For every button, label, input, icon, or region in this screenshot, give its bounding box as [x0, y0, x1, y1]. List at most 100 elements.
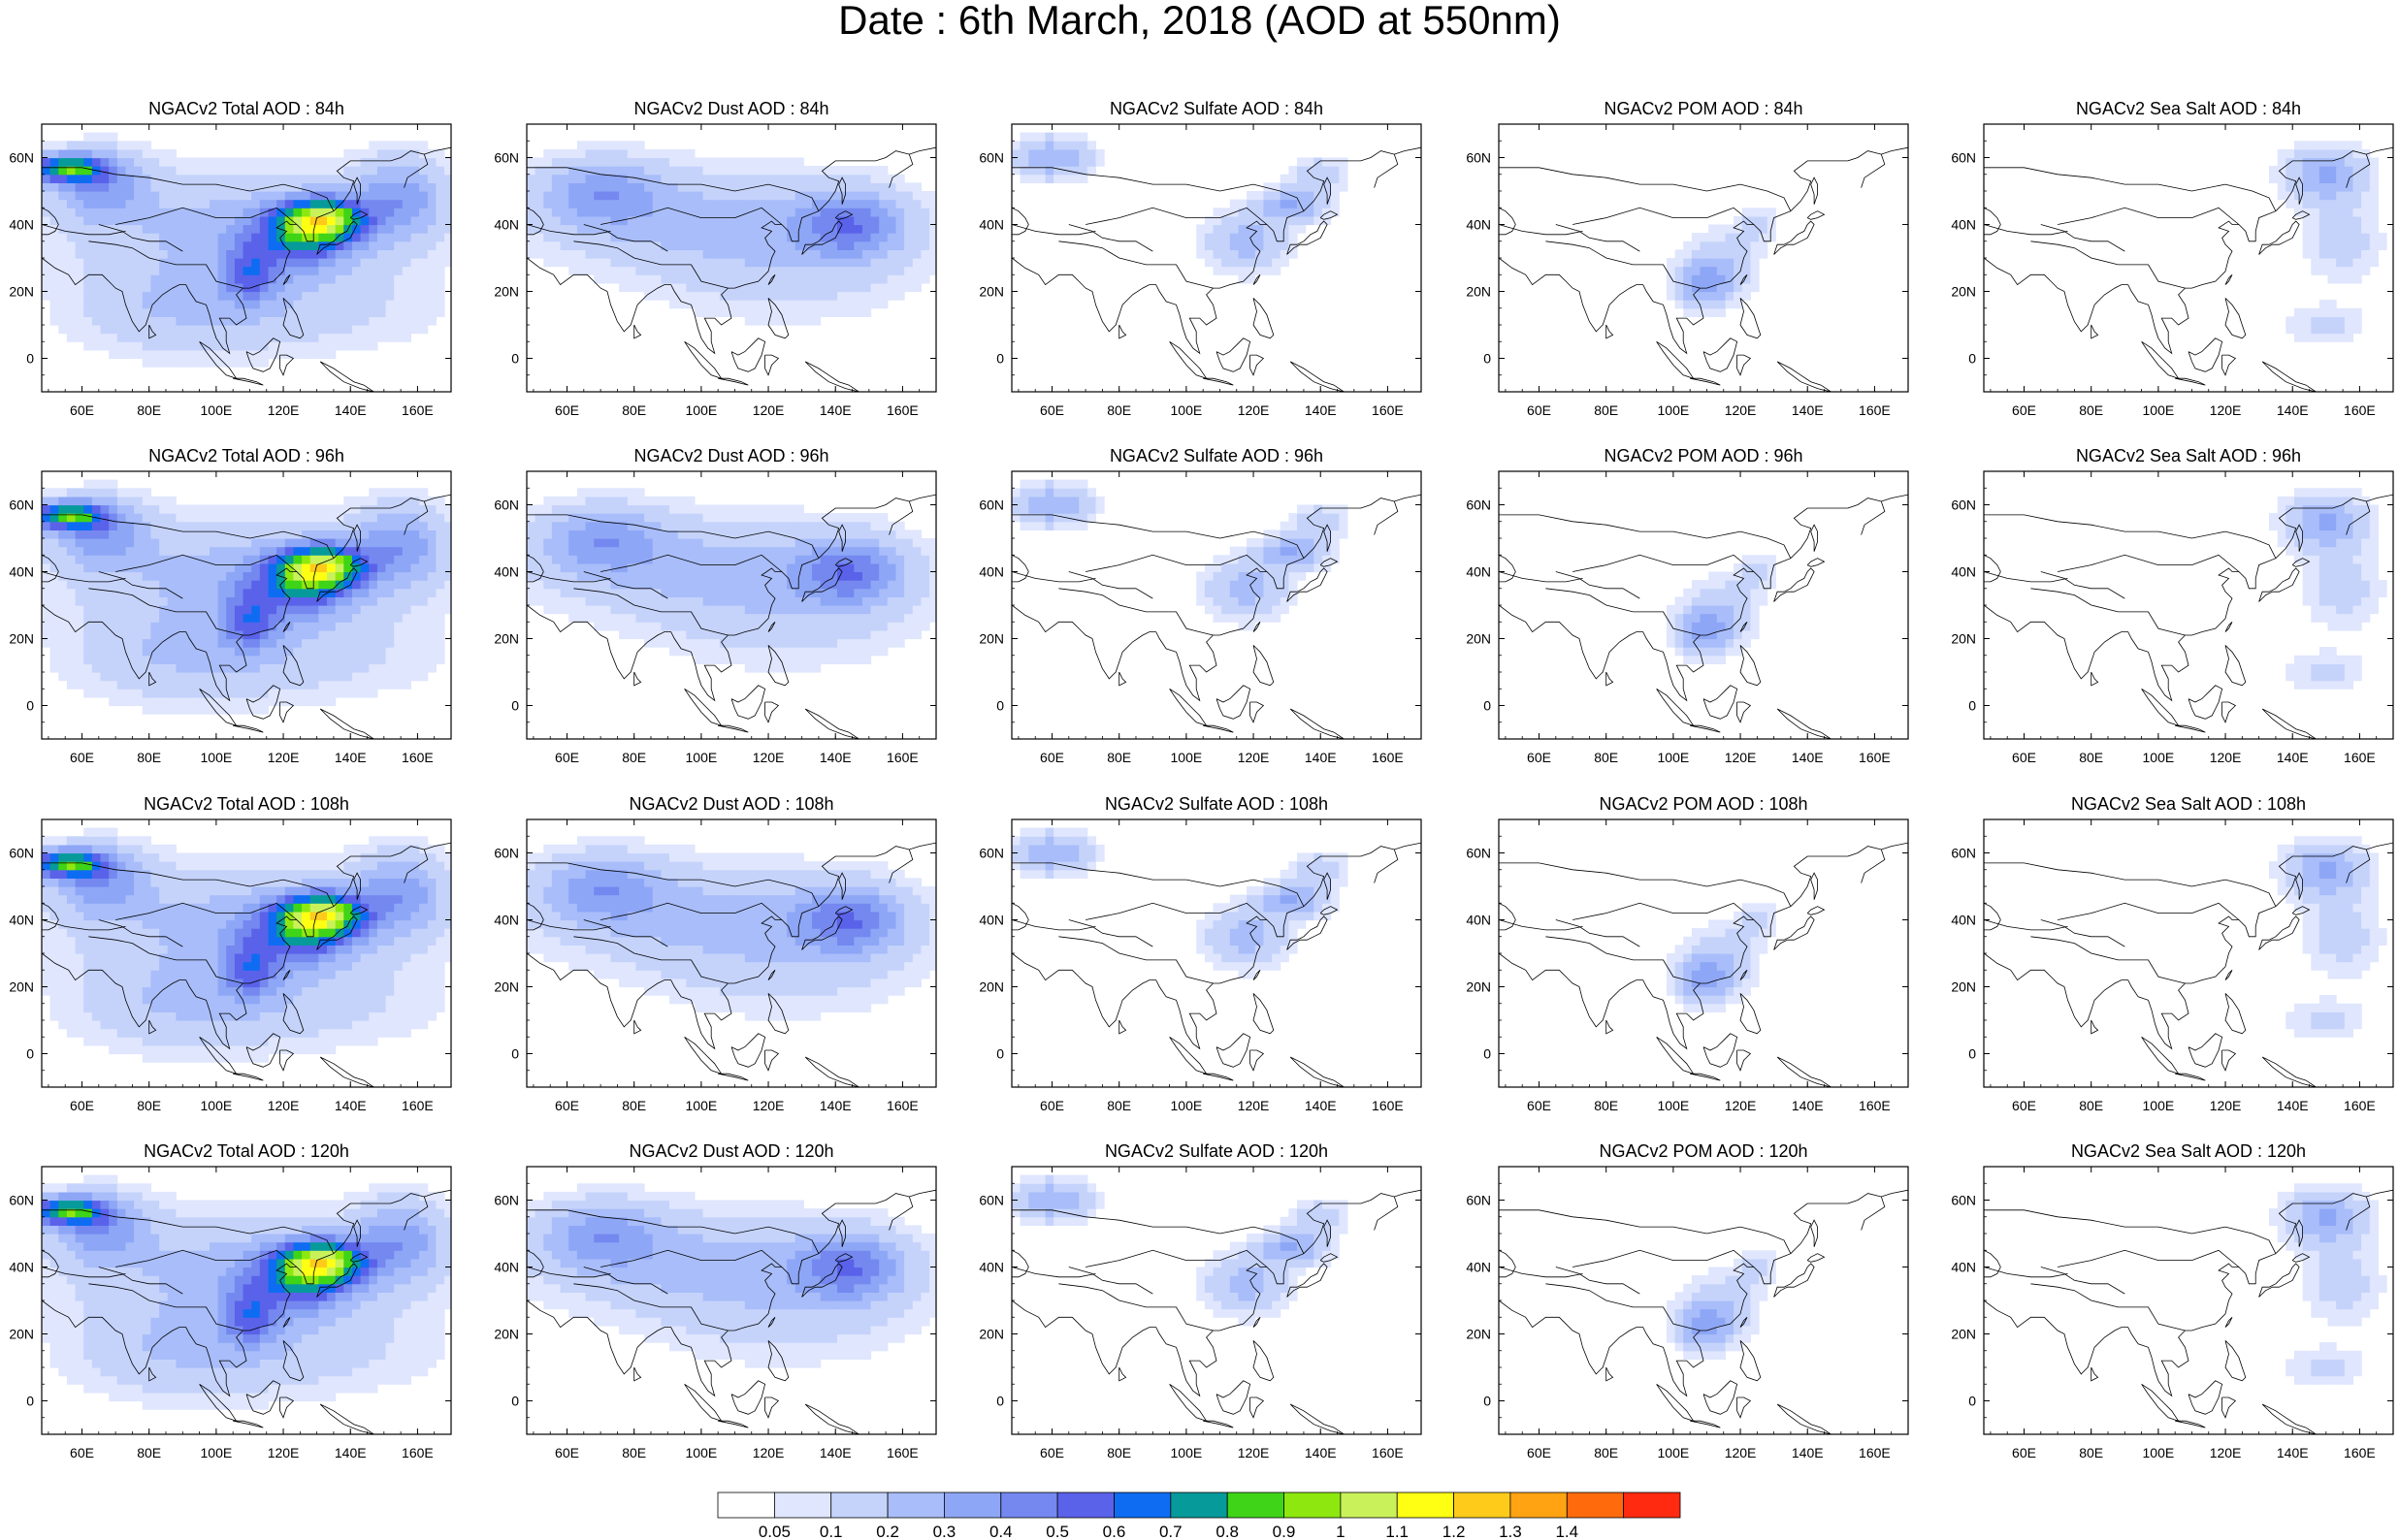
aod-cell — [66, 282, 77, 293]
aod-cell — [217, 588, 227, 597]
aod-cell — [276, 504, 286, 514]
aod-cell — [192, 546, 202, 556]
aod-cell — [150, 300, 160, 309]
aod-cell — [293, 300, 303, 309]
aod-cell — [585, 166, 595, 176]
aod-cell — [1759, 241, 1768, 250]
aod-cell — [635, 258, 645, 268]
aod-cell — [929, 249, 936, 259]
aod-cell — [75, 307, 84, 317]
aod-cell — [820, 191, 829, 201]
aod-cell — [635, 529, 645, 539]
aod-cell — [803, 588, 813, 597]
aod-cell — [83, 538, 93, 548]
aod-cell — [812, 258, 822, 268]
aod-cell — [702, 291, 712, 301]
aod-cell — [594, 605, 603, 615]
aod-cell — [427, 157, 437, 167]
aod-cell — [394, 166, 404, 176]
aod-cell — [66, 496, 77, 506]
aod-cell — [83, 672, 93, 682]
aod-cell — [1725, 224, 1734, 234]
aod-cell — [302, 588, 311, 597]
aod-cell — [318, 307, 328, 317]
aod-cell — [585, 571, 595, 581]
aod-cell — [259, 672, 269, 682]
aod-cell — [2327, 266, 2337, 275]
aod-cell — [284, 672, 294, 682]
aod-cell — [778, 249, 788, 259]
aod-cell — [159, 241, 169, 250]
aod-cell — [184, 546, 194, 556]
aod-cell — [217, 349, 227, 360]
aod-cell — [243, 224, 252, 234]
aod-cell — [436, 300, 445, 309]
aod-cell — [585, 249, 595, 259]
aod-cell — [436, 258, 445, 268]
aod-cell — [369, 174, 378, 183]
aod-cell — [394, 580, 404, 590]
aod-cell — [794, 266, 804, 275]
aod-cell — [42, 215, 51, 226]
aod-cell — [661, 241, 670, 250]
aod-field — [527, 488, 936, 673]
aod-cell — [284, 696, 294, 707]
aod-cell — [268, 638, 277, 648]
aod-cell — [828, 622, 838, 631]
aod-cell — [251, 258, 261, 268]
aod-cell — [66, 504, 77, 514]
aod-cell — [176, 174, 185, 183]
aod-cell — [410, 521, 420, 530]
aod-cell — [820, 521, 829, 530]
aod-cell — [861, 191, 872, 201]
aod-cell — [535, 174, 544, 183]
aod-cell — [91, 249, 102, 259]
aod-cell — [1280, 258, 1289, 268]
aod-cell — [142, 496, 151, 506]
aod-cell — [142, 529, 151, 539]
aod-cell — [854, 291, 863, 301]
aod-cell — [134, 496, 144, 506]
aod-cell — [210, 215, 219, 226]
aod-cell — [744, 224, 754, 234]
aod-cell — [167, 696, 177, 707]
aod-cell — [318, 199, 328, 209]
aod-cell — [787, 258, 796, 268]
aod-cell — [677, 496, 687, 506]
coastline — [316, 220, 358, 255]
aod-cell — [1095, 157, 1105, 167]
aod-cell — [125, 562, 135, 573]
aod-cell — [879, 249, 889, 259]
aod-cell — [619, 555, 629, 564]
aod-cell — [309, 241, 319, 250]
aod-cell — [419, 148, 429, 159]
aod-cell — [778, 191, 788, 201]
aod-cell — [2352, 208, 2362, 217]
aod-cell — [879, 300, 889, 309]
aod-cell — [302, 596, 311, 606]
aod-cell — [91, 258, 102, 268]
aod-cell — [711, 249, 721, 259]
aod-cell — [677, 300, 687, 309]
aod-cell — [142, 672, 151, 682]
aod-cell — [419, 325, 429, 335]
aod-cell — [419, 166, 429, 176]
aod-cell — [576, 174, 587, 183]
aod-cell — [568, 529, 578, 539]
aod-cell — [360, 341, 370, 351]
aod-cell — [259, 538, 269, 548]
aod-cell — [100, 555, 110, 564]
aod-cell — [585, 504, 595, 514]
aod-cell — [427, 555, 437, 564]
aod-cell — [820, 538, 829, 548]
aod-cell — [167, 580, 177, 590]
aod-cell — [234, 316, 244, 326]
aod-cell — [619, 605, 629, 615]
aod-cell — [535, 157, 544, 167]
aod-cell — [728, 580, 737, 590]
aod-cell — [702, 215, 712, 226]
aod-cell — [702, 613, 712, 623]
aod-cell — [125, 588, 135, 597]
aod-cell — [66, 605, 77, 615]
aod-cell — [327, 174, 337, 183]
